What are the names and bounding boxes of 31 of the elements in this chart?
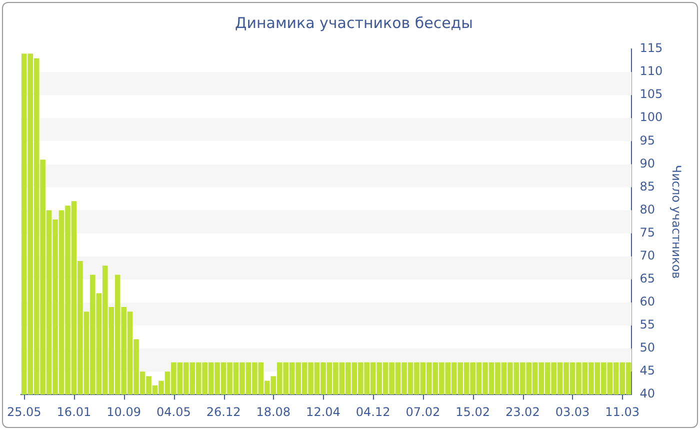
y-tick-label: 75	[640, 225, 655, 240]
x-tick-label: 15.02	[456, 404, 490, 419]
y-tick-label: 115	[640, 41, 663, 56]
x-tick-label: 23.02	[505, 404, 540, 419]
x-tick-label: 26.12	[206, 404, 241, 419]
y-tick-label: 80	[640, 202, 655, 216]
y-tick-label: 90	[640, 156, 655, 170]
y-tick-label: 65	[640, 272, 655, 286]
y-tick-label: 45	[640, 364, 655, 378]
y-tick-label: 105	[640, 87, 663, 102]
x-tick-label: 07.02	[406, 404, 440, 419]
y-tick-label: 50	[640, 340, 655, 355]
y-tick-label: 55	[640, 318, 655, 332]
y-tick-label: 60	[640, 294, 655, 309]
y-tick-label: 100	[640, 110, 663, 124]
x-tick-label: 04.12	[356, 404, 390, 419]
y-tick-label: 85	[640, 179, 655, 194]
y-tick-label: 40	[640, 386, 655, 401]
y-tick-label: 95	[640, 133, 655, 148]
x-tick-label: 16.01	[56, 404, 92, 419]
x-tick-label: 04.05	[156, 404, 191, 419]
x-tick-label: 12.04	[306, 404, 340, 419]
x-tick-label: 03.03	[555, 404, 590, 419]
y-axis-title: Число участников	[670, 164, 684, 279]
x-tick-label: 11.03	[605, 404, 640, 419]
x-tick-label: 18.08	[256, 404, 291, 419]
chart-title: Динамика участников беседы	[234, 14, 474, 32]
x-tick-label: 10.09	[106, 404, 141, 419]
y-tick-label: 70	[640, 248, 655, 262]
y-tick-label: 110	[640, 64, 663, 78]
x-tick-label: 25.05	[6, 404, 42, 419]
